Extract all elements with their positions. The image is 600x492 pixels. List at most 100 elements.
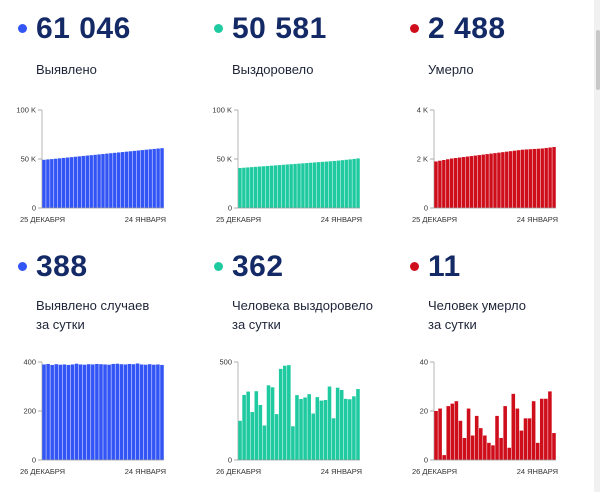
stat-value: 11	[428, 250, 461, 283]
bar	[495, 415, 499, 460]
bar	[238, 420, 242, 460]
bar	[140, 150, 145, 208]
bar	[339, 390, 344, 460]
stat-label-sub: за сутки	[232, 317, 281, 332]
stat-label: Умерло	[428, 62, 474, 77]
bar	[95, 363, 99, 460]
bar	[478, 428, 483, 460]
bar	[295, 395, 299, 460]
series-dot-icon	[214, 24, 223, 33]
bar	[57, 158, 62, 208]
y-tick-label: 100 K	[212, 106, 232, 115]
stat-label: Человека выздоровело	[232, 298, 373, 313]
bar	[282, 365, 287, 460]
bar	[453, 158, 458, 208]
x-start-label: 26 ДЕКАБРЯ	[216, 467, 261, 476]
bar	[446, 159, 450, 208]
bar	[540, 148, 544, 208]
bar	[512, 150, 517, 208]
bar	[523, 418, 528, 460]
bar	[242, 167, 246, 208]
bar	[539, 398, 544, 460]
stat-card-died-daily: 11 Человек умерло за сутки 0 20 40 26 ДЕКАБ…	[406, 248, 596, 476]
bar	[519, 430, 524, 460]
bar	[291, 426, 295, 460]
bar-chart-svg: 0 500 26 ДЕКАБРЯ 24 ЯНВАРЯ	[216, 358, 362, 477]
bar	[499, 437, 503, 460]
bar	[340, 160, 345, 208]
page-scrollbar[interactable]	[594, 0, 600, 492]
bar	[89, 155, 93, 208]
bar	[438, 160, 442, 208]
bar	[42, 159, 46, 208]
scrollbar-thumb[interactable]	[596, 30, 600, 90]
bar	[446, 406, 451, 460]
bar	[485, 154, 489, 208]
bar	[332, 160, 337, 208]
bar	[434, 411, 438, 460]
stat-label-sub: за сутки	[428, 317, 477, 332]
bar	[123, 364, 128, 460]
bar	[136, 150, 141, 208]
bar	[103, 364, 107, 460]
stat-card-recovered-total: 50 581 Выздоровело 0 50 K 100 K 25 ДЕКАБРЯ 2…	[210, 10, 400, 224]
bar-chart-svg: 0 200 400 26 ДЕКАБРЯ 24 ЯНВАРЯ	[20, 358, 166, 477]
bar	[462, 437, 467, 460]
bar	[253, 166, 258, 208]
bar	[69, 157, 74, 208]
bar	[289, 164, 293, 208]
chart-died-daily: 0 20 40 26 ДЕКАБРЯ 24 ЯНВАРЯ	[406, 348, 586, 478]
bar	[520, 149, 525, 208]
y-tick-label: 0	[228, 456, 232, 465]
bar-chart-svg: 0 20 40 26 ДЕКАБРЯ 24 ЯНВАРЯ	[412, 358, 558, 477]
bar	[335, 387, 340, 460]
bar	[93, 154, 97, 208]
bar	[285, 164, 289, 208]
bar	[328, 161, 333, 208]
stat-value: 388	[36, 250, 88, 283]
bar	[461, 157, 466, 208]
bar	[85, 155, 89, 208]
y-tick-label: 500	[219, 358, 232, 367]
bar-chart-svg: 0 50 K 100 K 25 ДЕКАБРЯ 24 ЯНВАРЯ	[212, 106, 362, 225]
x-end-label: 24 ЯНВАРЯ	[125, 215, 166, 224]
bar	[139, 364, 144, 460]
bar	[120, 152, 125, 208]
bar	[119, 364, 124, 460]
bar	[470, 435, 475, 460]
bar	[61, 157, 66, 208]
bar	[544, 147, 548, 208]
bar	[450, 403, 455, 460]
bar	[473, 155, 478, 208]
bar	[65, 157, 70, 208]
bar	[132, 150, 137, 208]
bar	[438, 408, 442, 460]
bar	[293, 163, 297, 208]
bar	[143, 364, 148, 460]
bar	[477, 155, 481, 208]
bar	[343, 398, 348, 460]
bar	[319, 400, 324, 460]
stat-label: Выздоровело	[232, 62, 314, 77]
bar	[99, 364, 103, 460]
chart-detected-daily: 0 200 400 26 ДЕКАБРЯ 24 ЯНВАРЯ	[14, 348, 194, 478]
bar	[160, 148, 164, 208]
bar	[42, 364, 46, 460]
bar	[70, 364, 75, 460]
bar	[144, 149, 149, 208]
bar	[66, 364, 71, 460]
bar	[46, 363, 50, 460]
bar	[77, 156, 82, 208]
bar	[356, 389, 360, 460]
y-tick-label: 400	[23, 358, 36, 367]
bar	[74, 363, 79, 460]
bar	[97, 154, 101, 208]
bar	[483, 435, 487, 460]
bar	[535, 442, 540, 460]
bar	[307, 394, 311, 460]
bar	[135, 363, 140, 460]
y-tick-label: 40	[420, 358, 428, 367]
series-dot-icon	[214, 262, 223, 271]
bar	[528, 149, 533, 208]
bar	[81, 155, 86, 208]
